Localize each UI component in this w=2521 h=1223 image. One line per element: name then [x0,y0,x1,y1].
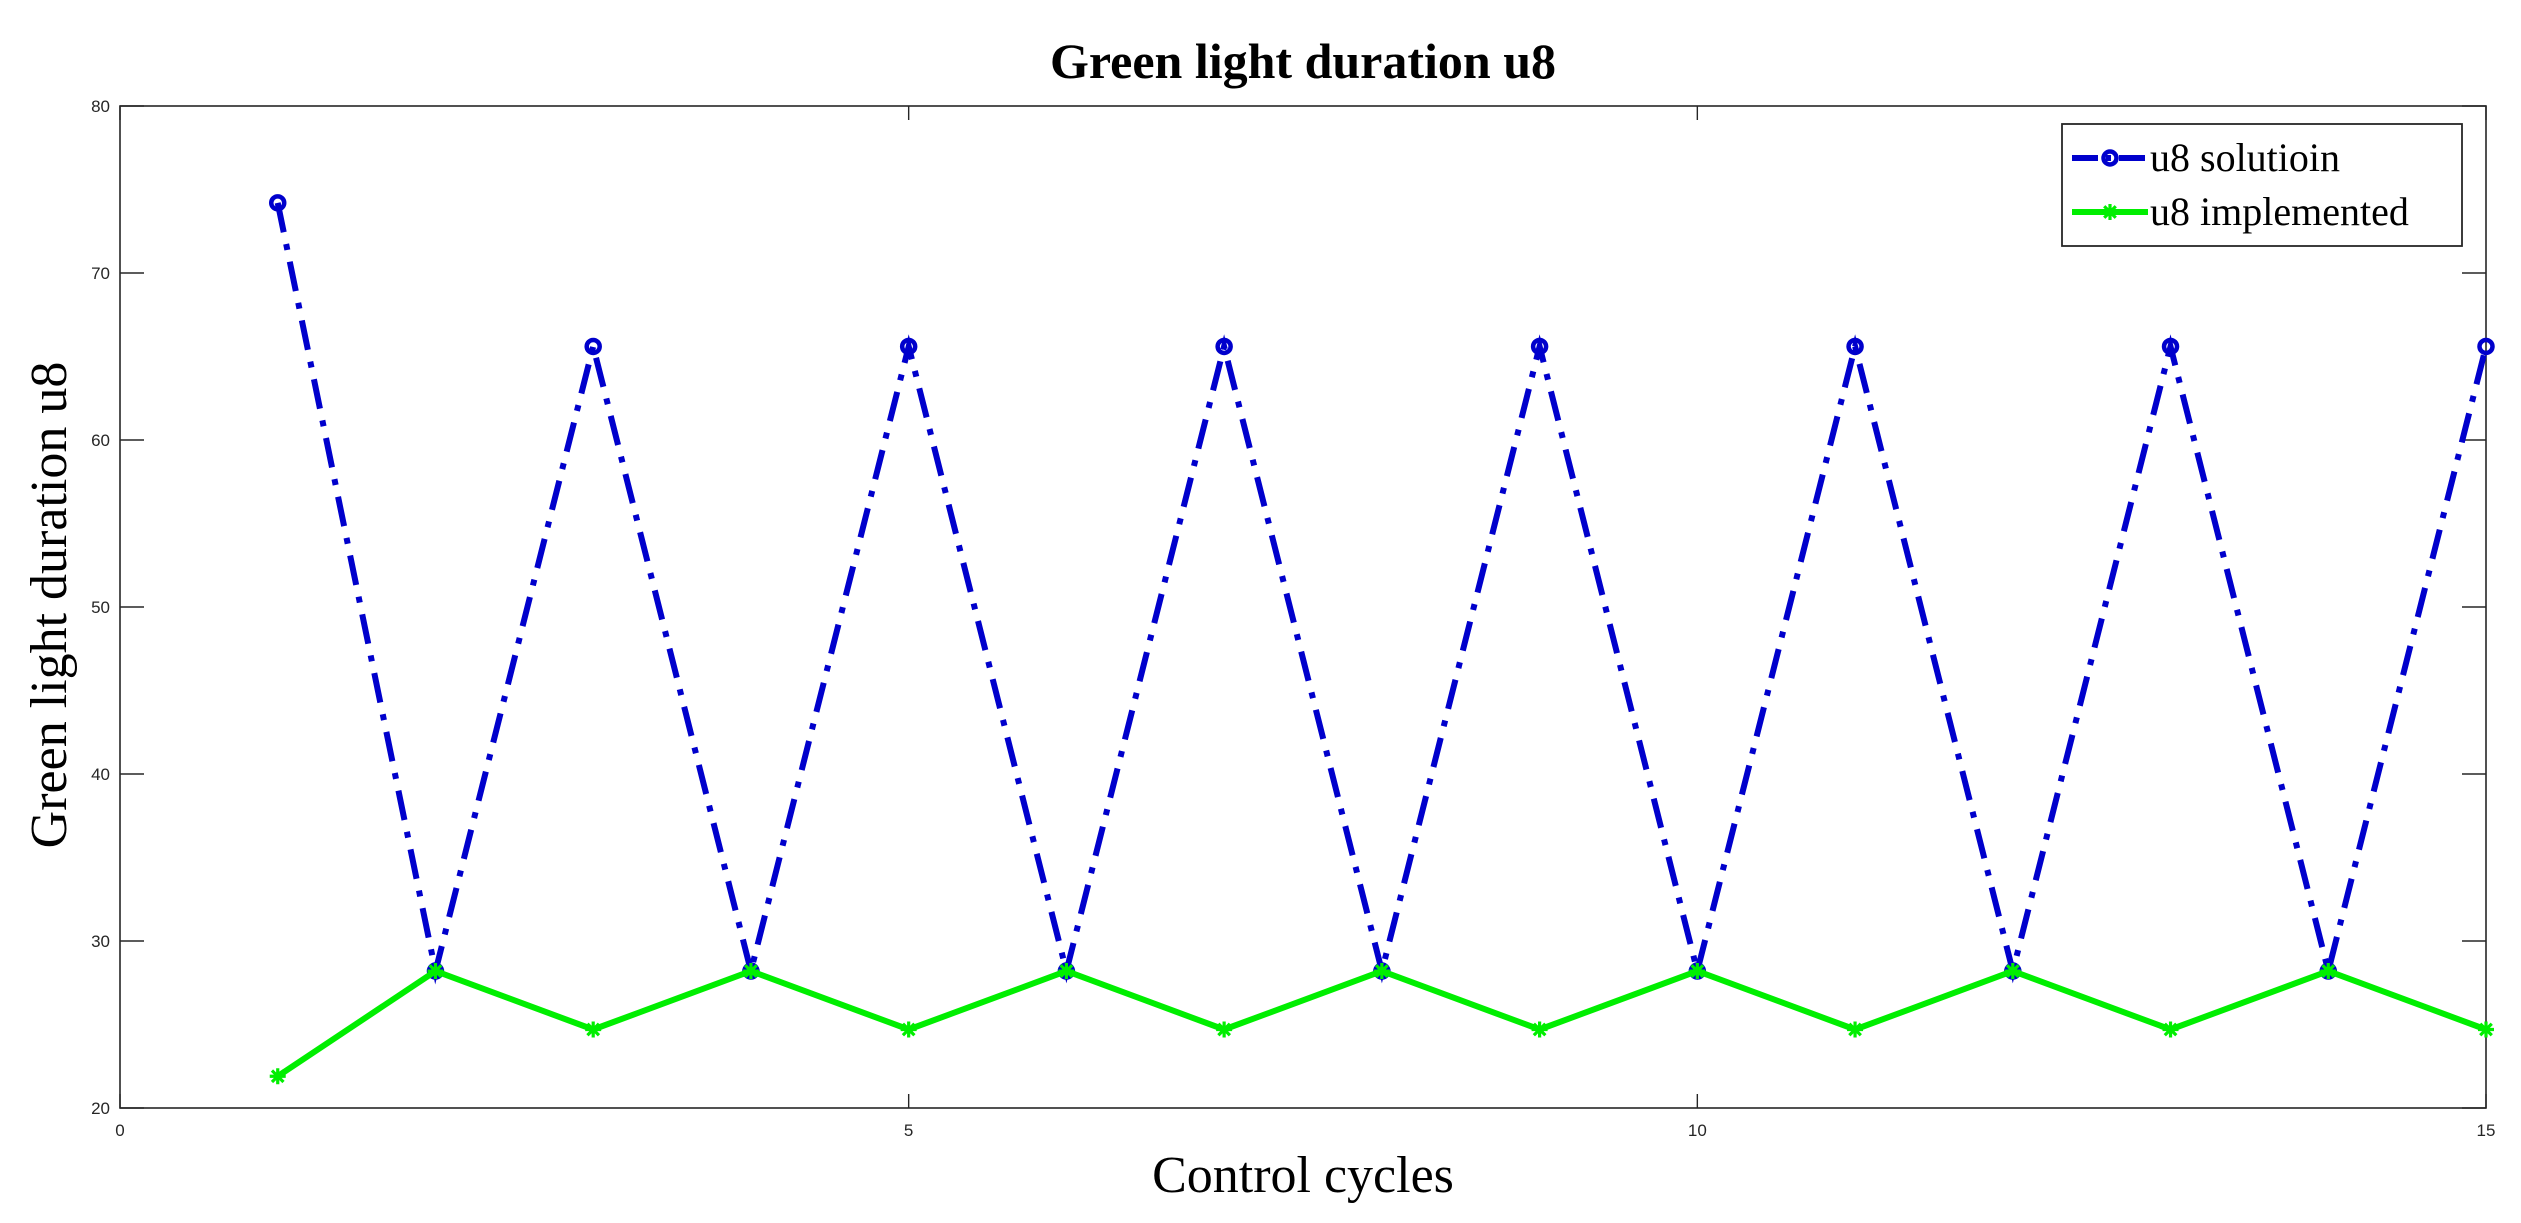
data-point [1689,963,1706,980]
legend-label: u8 implemented [2150,189,2409,234]
data-point [584,337,602,356]
y-tick-label: 60 [91,431,110,450]
x-tick-label: 15 [2477,1121,2496,1140]
data-point [2320,963,2337,980]
x-tick-label: 5 [904,1121,913,1140]
data-point [1215,337,1233,356]
data-point [1530,337,1549,356]
data-point [268,194,287,212]
y-axis-label: Green light duration u8 [21,362,78,849]
data-point [1373,963,1390,980]
y-tick-label: 70 [91,264,110,283]
data-point [1531,1021,1548,1038]
data-point [2161,337,2180,356]
y-tick-label: 40 [91,765,110,784]
x-axis-label: Control cycles [1152,1147,1454,1204]
y-tick-label: 20 [91,1099,110,1118]
y-tick-label: 50 [91,598,110,617]
x-tick-label: 0 [115,1121,124,1140]
legend-marker [2101,149,2119,167]
plot-area: 0 5 10 15 20 30 40 50 60 70 80 u8 solutioin u8 imple… [91,97,2495,1140]
data-point [742,963,759,980]
series-1 [268,194,2495,985]
data-point [1846,337,1864,356]
legend-entry: u8 implemented [2072,189,2409,234]
data-point [2478,1021,2494,1038]
legend-entry: u8 solutioin [2072,135,2340,180]
series-2 [269,963,2494,1085]
legend-box [2061,123,2463,247]
legend-label: u8 solutioin [2150,135,2340,180]
data-point [1847,1021,1864,1038]
data-point [2477,337,2495,356]
data-point [899,337,918,356]
data-point [2004,963,2021,980]
y-tick-label: 80 [91,97,110,116]
data-point [585,1021,602,1038]
data-point [2162,1021,2179,1038]
legend-marker [2102,204,2118,220]
legend: u8 solutioin u8 implemented [2061,123,2463,247]
data-point [1058,963,1075,980]
data-point [1216,1021,1233,1038]
data-point [269,1068,286,1085]
data-point [900,1021,917,1038]
axes-box [119,105,2487,1109]
data-point [427,963,444,980]
y-tick-label: 30 [91,932,110,951]
series-line [276,967,2488,1079]
x-tick-label: 10 [1688,1121,1707,1140]
chart-title: Green light duration u8 [1050,33,1556,89]
series-line [274,202,2489,985]
